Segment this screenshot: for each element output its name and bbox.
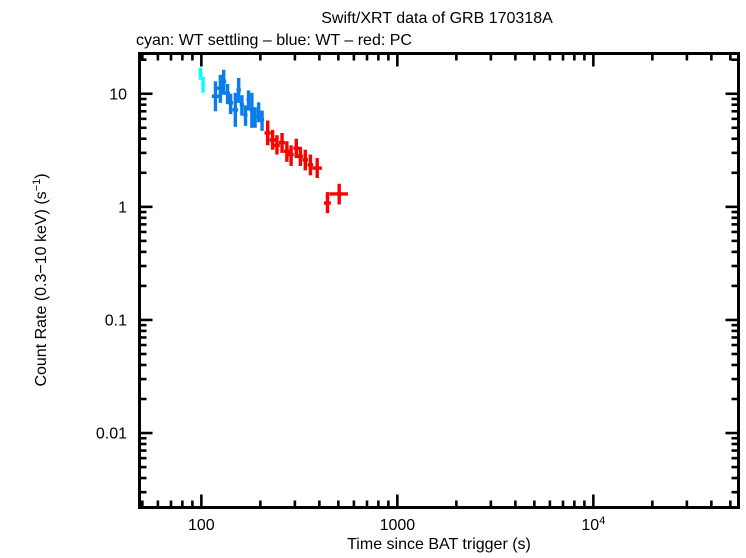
axis-ticks bbox=[139, 53, 739, 508]
x-tick-label: 100 bbox=[188, 517, 215, 534]
plot-subtitle-legend: cyan: WT settling – blue: WT – red: PC bbox=[136, 32, 412, 49]
series-pc bbox=[264, 120, 349, 214]
data-point bbox=[288, 145, 294, 166]
data-point bbox=[264, 120, 271, 146]
data-series-group bbox=[198, 67, 349, 214]
data-point bbox=[236, 77, 241, 103]
data-point bbox=[269, 129, 276, 150]
data-point bbox=[224, 83, 231, 105]
data-point bbox=[256, 102, 261, 123]
y-tick-label: 10 bbox=[109, 86, 127, 103]
data-point bbox=[297, 146, 303, 166]
data-point bbox=[274, 135, 280, 155]
data-point bbox=[221, 69, 227, 95]
data-point bbox=[243, 105, 248, 126]
series-wt bbox=[211, 69, 265, 131]
data-point bbox=[307, 154, 314, 176]
data-point bbox=[259, 110, 265, 131]
data-point bbox=[323, 192, 331, 214]
data-point bbox=[329, 183, 349, 205]
y-tick-label: 0.1 bbox=[105, 312, 127, 329]
data-point bbox=[198, 67, 203, 80]
data-point bbox=[232, 92, 239, 127]
y-axis-label: Count Rate (0.3−10 keV) (s−1) bbox=[31, 173, 50, 386]
data-point bbox=[228, 93, 233, 115]
x-axis-label: Time since BAT trigger (s) bbox=[347, 536, 531, 553]
data-point bbox=[283, 141, 290, 162]
data-point bbox=[253, 107, 257, 128]
data-point bbox=[302, 149, 309, 171]
data-point bbox=[293, 138, 300, 159]
y-axis-tick-labels: 10 1 0.1 0.01 bbox=[96, 86, 127, 442]
data-point bbox=[201, 76, 205, 93]
plot-title: Swift/XRT data of GRB 170318A bbox=[321, 10, 553, 27]
y-axis-label-close: ) bbox=[33, 173, 50, 178]
data-point bbox=[279, 132, 285, 153]
y-axis-label-superscript: −1 bbox=[31, 179, 43, 192]
data-point bbox=[312, 158, 322, 178]
y-tick-label: 1 bbox=[118, 199, 127, 216]
series-wt-settling bbox=[198, 67, 205, 93]
x-tick-label: 1000 bbox=[380, 517, 416, 534]
x-axis-tick-labels: 100 1000 104 bbox=[188, 515, 605, 534]
plot-frame bbox=[138, 52, 740, 509]
data-point bbox=[246, 90, 251, 111]
data-point bbox=[249, 92, 254, 128]
y-tick-label: 0.01 bbox=[96, 426, 127, 443]
y-axis-label-text: Count Rate (0.3−10 keV) (s bbox=[33, 191, 50, 386]
data-point bbox=[211, 81, 219, 112]
x-tick-label: 104 bbox=[581, 515, 605, 534]
data-point bbox=[239, 95, 244, 116]
